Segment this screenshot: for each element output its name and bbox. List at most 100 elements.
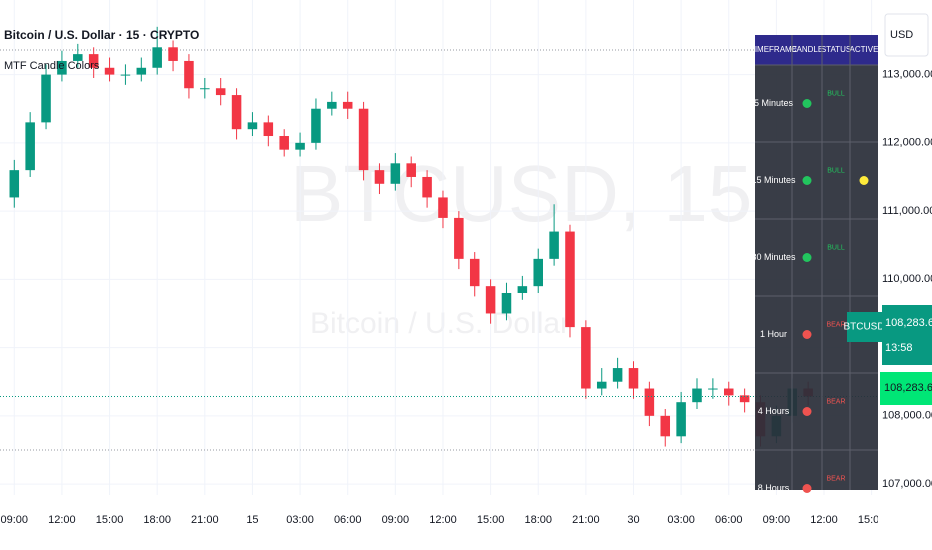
x-tick-label: 15:00 (96, 514, 124, 526)
table-bg (755, 65, 878, 490)
candle-body (660, 415, 671, 437)
y-tick-label: 108,000.00 (882, 410, 932, 422)
candle-body (676, 402, 686, 437)
candle-body (215, 88, 226, 96)
candle-body (295, 142, 305, 150)
candle-body (708, 388, 718, 390)
candle-dot (802, 99, 812, 108)
candle-body (612, 368, 623, 382)
candle-body (231, 95, 242, 130)
x-tick-label: 06:00 (715, 514, 743, 526)
table-header (755, 35, 878, 65)
last-price-label: 108,283.60 (884, 382, 932, 394)
x-tick-label: 15:00 (477, 514, 505, 526)
x-tick-label: 06:00 (334, 514, 362, 526)
currency: USD (890, 29, 913, 41)
price-box (882, 305, 932, 365)
candle-body (73, 54, 83, 61)
candle-body (152, 47, 162, 68)
table-header-cell: STATUS (821, 45, 851, 54)
candle-body (723, 388, 734, 396)
x-tick-label: 12:00 (810, 514, 838, 526)
candle-body (184, 60, 194, 89)
table-cell: 5 Minutes (754, 98, 794, 108)
candle-body (104, 67, 115, 75)
countdown: 13:58 (885, 342, 913, 354)
y-tick-label: 110,000.00 (882, 273, 932, 285)
candle-body (454, 217, 464, 259)
candle-body (311, 108, 321, 143)
x-tick-label: 09:00 (1, 514, 29, 526)
y-tick-label: 107,000.00 (882, 478, 932, 490)
candle-body (438, 197, 448, 218)
candle-dot (802, 407, 812, 416)
x-tick-label: 15 (246, 514, 258, 526)
watermark-sub: Bitcoin / U.S. Dollar (310, 307, 570, 340)
candle-body (358, 108, 369, 171)
x-tick-label: 03:00 (286, 514, 314, 526)
x-tick-label: 21:00 (191, 514, 219, 526)
status-cell: BEAR (826, 321, 845, 328)
candle-body (581, 327, 591, 389)
candle-body (501, 292, 512, 314)
candle-body (565, 231, 575, 328)
table-cell: 15 Minutes (751, 175, 796, 185)
candle-body (25, 122, 35, 171)
candle-body (692, 388, 702, 403)
table-cell: 1 Hour (760, 329, 787, 339)
status-cell: BULL (827, 90, 845, 97)
y-tick-label: 113,000.00 (882, 69, 932, 81)
candle-body (469, 258, 480, 287)
x-tick-label: 30 (627, 514, 639, 526)
y-tick-label: 112,000.00 (882, 137, 932, 149)
table-header-cell: CANDLE (791, 45, 823, 54)
candle-body (596, 381, 607, 389)
candle-dot (802, 176, 812, 185)
x-tick-label: 21:00 (572, 514, 600, 526)
table-cell: 4 Hours (758, 406, 790, 416)
x-tick-label: 18:00 (143, 514, 171, 526)
status-cell: BULL (827, 244, 845, 251)
candle-body (342, 101, 353, 109)
table-cell: 30 Minutes (751, 252, 796, 262)
candle-body (422, 176, 432, 198)
candle-body (485, 286, 496, 314)
candle-body (327, 101, 337, 109)
currency-box (884, 13, 929, 57)
x-tick-label: 03:00 (667, 514, 695, 526)
status-cell: BEAR (826, 475, 845, 482)
symbol-box (847, 312, 882, 342)
x-tick-label: 18:00 (524, 514, 552, 526)
candle-body (9, 170, 20, 198)
candle-dot (802, 484, 812, 493)
candle-body (644, 388, 655, 416)
candle-dot (802, 330, 812, 339)
indicator-name: MTF Candle Colors (4, 60, 100, 72)
y-tick-label: 111,000.00 (882, 205, 932, 217)
status-cell: BEAR (826, 398, 845, 405)
candle-body (263, 122, 274, 137)
table-header-cell: TIMEFRAME (750, 45, 797, 54)
candle-body (57, 60, 67, 75)
candle-body (549, 231, 559, 259)
x-tick-label: 09:00 (382, 514, 410, 526)
candle-body (739, 395, 750, 403)
candle-body (41, 74, 51, 123)
candle-body (120, 74, 131, 76)
candle-body (390, 163, 401, 184)
candle-body (628, 368, 639, 389)
active-dot (859, 176, 869, 185)
candle-body (168, 47, 178, 61)
candle-body (374, 170, 385, 184)
candle-dot (802, 253, 812, 262)
chart-title: Bitcoin / U.S. Dollar · 15 · CRYPTO (4, 28, 199, 42)
table-cell: 8 Hours (758, 483, 790, 493)
table-header-cell: ACTIVE (850, 45, 879, 54)
candle-body (247, 122, 258, 130)
x-tick-label: 09:00 (763, 514, 791, 526)
candle-body (136, 67, 147, 75)
candle-body (533, 258, 543, 287)
candle-body (200, 88, 210, 90)
